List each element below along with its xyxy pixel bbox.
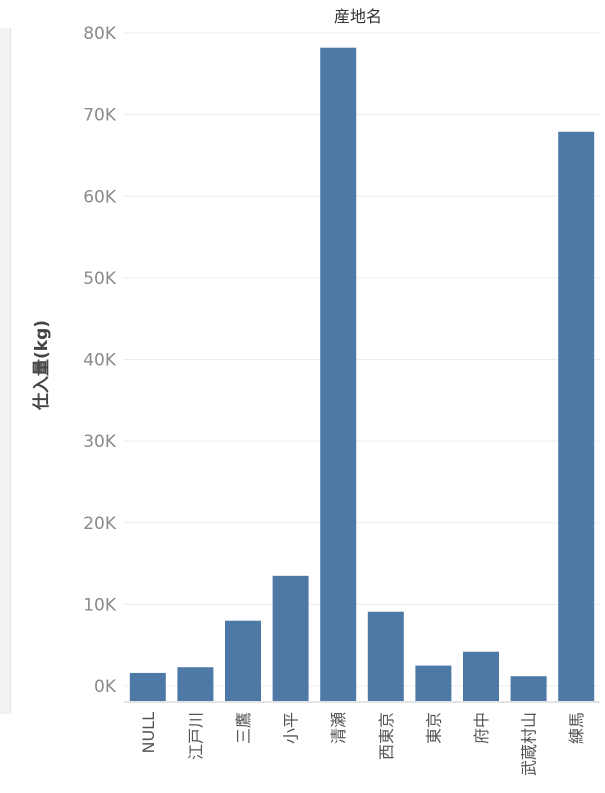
x-tick-label: 三鷹 <box>234 712 253 744</box>
bar-6[interactable] <box>415 665 452 701</box>
x-tick-label: 府中 <box>472 712 491 744</box>
x-tick-label: 西東京 <box>377 712 396 760</box>
bar-1[interactable] <box>177 667 214 701</box>
x-tick-label: 武蔵村山 <box>520 712 539 776</box>
y-tick-label: 80K <box>83 24 117 44</box>
bar-5[interactable] <box>367 611 404 701</box>
bar-9[interactable] <box>558 131 595 702</box>
x-tick-label: 練馬 <box>567 712 586 744</box>
y-tick-label: 10K <box>83 595 117 615</box>
bar-4[interactable] <box>320 47 357 701</box>
bar-0[interactable] <box>129 672 166 701</box>
bar-8[interactable] <box>510 676 547 701</box>
bars <box>129 47 595 702</box>
x-axis-ticks: NULL 江戸川 三鷹 小平 清瀬 西東京 東京 府中 武蔵村山 練馬 <box>139 712 586 776</box>
y-axis-label: 仕入量(kg) <box>31 320 52 411</box>
y-tick-label: 50K <box>83 269 117 289</box>
gridlines <box>124 32 600 703</box>
x-tick-label: 清瀬 <box>329 712 348 744</box>
bar-7[interactable] <box>463 651 499 701</box>
x-tick-label: 小平 <box>282 712 301 744</box>
x-tick-label: 江戸川 <box>186 712 205 760</box>
bar-2[interactable] <box>225 620 261 701</box>
x-tick-label: NULL <box>139 712 158 754</box>
y-tick-label: 20K <box>83 514 117 534</box>
y-tick-label: 0K <box>94 677 117 697</box>
left-panel-edge <box>0 28 11 714</box>
y-tick-label: 70K <box>83 106 117 126</box>
bar-3[interactable] <box>272 575 309 701</box>
chart-title: 産地名 <box>334 7 382 26</box>
y-tick-label: 40K <box>83 351 117 371</box>
y-tick-label: 60K <box>83 187 117 207</box>
y-tick-label: 30K <box>83 432 117 452</box>
y-axis-ticks: 0K 10K 20K 30K 40K 50K 60K 70K 80K <box>83 24 117 697</box>
x-tick-label: 東京 <box>424 712 443 744</box>
